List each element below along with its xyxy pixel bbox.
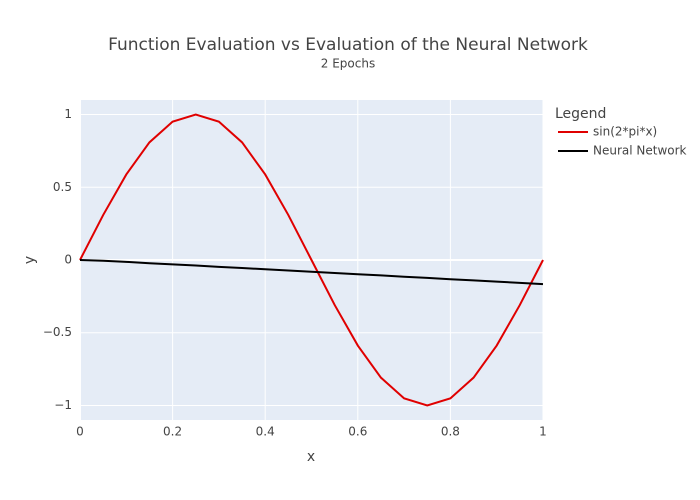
x-tick-label: 0.4 — [256, 425, 275, 439]
legend-label: sin(2*pi*x) — [593, 125, 657, 139]
line — [79, 113, 544, 407]
x-axis-title: x — [307, 449, 315, 465]
y-tick-label: −0.5 — [43, 325, 72, 339]
chart-title: Function Evaluation vs Evaluation of the… — [108, 35, 588, 55]
line — [79, 259, 544, 286]
x-tick-label: 1 — [539, 425, 547, 439]
x-tick-label: 0.6 — [348, 425, 367, 439]
y-tick-label: 1 — [64, 107, 72, 121]
chart-subtitle: 2 Epochs — [321, 57, 375, 71]
y-tick-label: −1 — [54, 398, 72, 412]
x-tick-label: 0.2 — [163, 425, 182, 439]
y-tick-label: 0.5 — [53, 180, 72, 194]
x-tick-label: 0 — [76, 425, 84, 439]
x-tick-label: 0.8 — [441, 425, 460, 439]
legend-title: Legend — [555, 106, 606, 122]
legend-label: Neural Network — [593, 144, 687, 158]
y-tick-label: 0 — [64, 253, 72, 267]
y-axis-title: y — [22, 256, 38, 264]
